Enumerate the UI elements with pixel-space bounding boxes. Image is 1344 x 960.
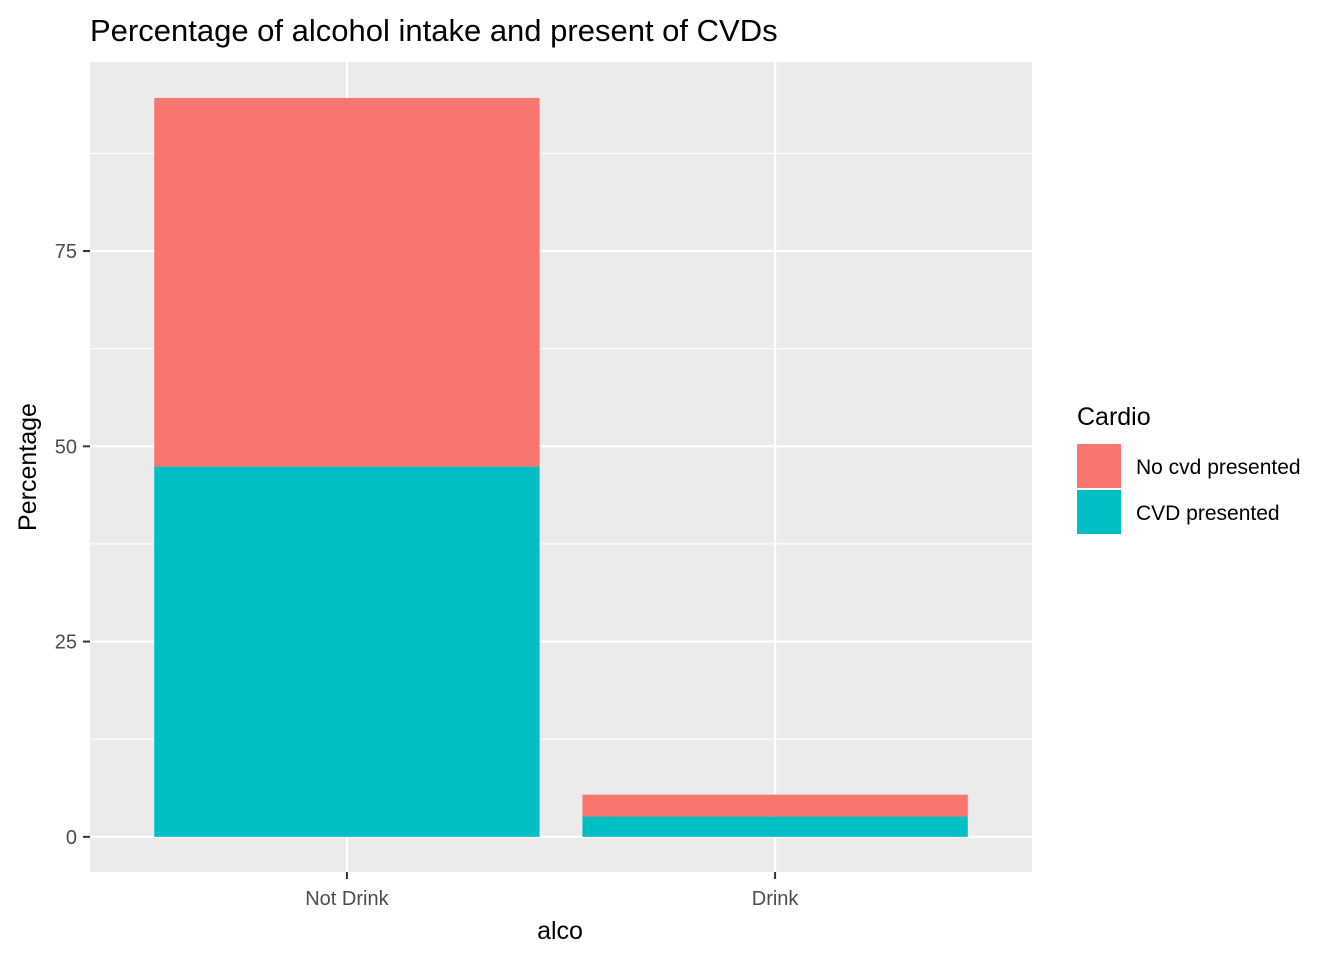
x-axis-label: alco: [537, 917, 583, 945]
legend-label: CVD presented: [1136, 502, 1280, 525]
bar-segment: [154, 97, 540, 467]
y-tick-label: 0: [66, 827, 77, 849]
y-tick-label: 50: [55, 436, 77, 458]
legend-key: [1075, 442, 1123, 490]
y-axis: 0 25 50 75: [55, 241, 90, 849]
bars: [154, 97, 968, 837]
x-tick-label: Not Drink: [305, 888, 389, 910]
legend-title: Cardio: [1077, 403, 1151, 431]
x-axis: Not Drink Drink: [305, 872, 799, 910]
chart-title: Percentage of alcohol intake and present…: [90, 13, 778, 48]
legend-key: [1075, 488, 1123, 536]
legend-label: No cvd presented: [1136, 456, 1301, 479]
y-axis-label: Percentage: [14, 403, 42, 531]
bar-segment: [154, 466, 540, 837]
legend-items: No cvd presented CVD presented: [1075, 442, 1301, 536]
legend: Cardio No cvd presented CVD presented: [1075, 403, 1301, 536]
bar-segment: [582, 816, 968, 837]
y-tick-label: 25: [55, 632, 77, 654]
y-tick-label: 75: [55, 241, 77, 263]
x-tick-label: Drink: [752, 888, 800, 910]
bar-segment: [582, 794, 968, 817]
